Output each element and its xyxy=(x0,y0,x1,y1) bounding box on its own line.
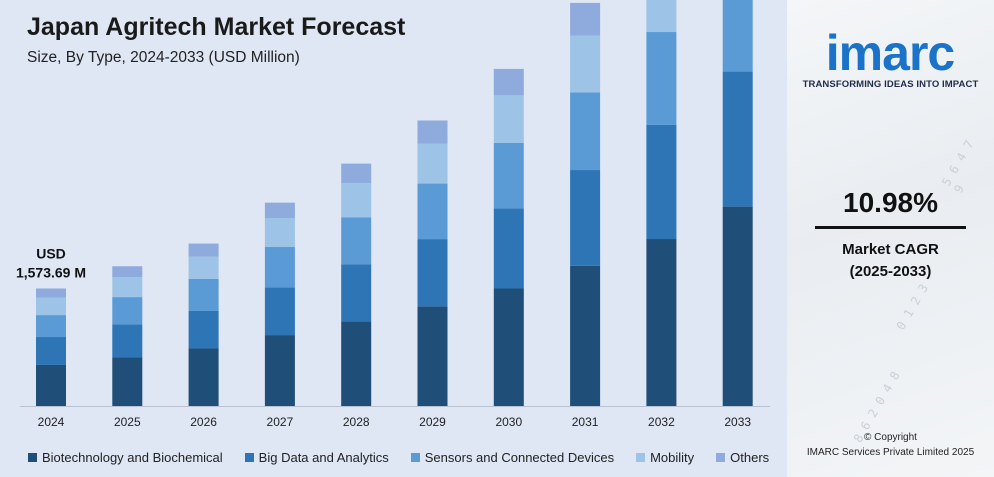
bar-segment-2032-3 xyxy=(646,0,677,33)
x-tick-label: 2027 xyxy=(267,415,294,429)
cagr-label-line1: Market CAGR xyxy=(842,241,939,258)
chart-legend: Biotechnology and Biochemical Big Data an… xyxy=(28,450,769,465)
total-label-value: 1,573.69 M xyxy=(16,265,86,281)
x-tick-label: 2029 xyxy=(419,415,446,429)
bar-segment-2025-4 xyxy=(112,266,143,278)
bar-segment-2028-4 xyxy=(341,163,372,184)
x-tick-label: 2024 xyxy=(38,415,65,429)
bar-segment-2033-1 xyxy=(722,71,753,207)
bar-segment-2025-2 xyxy=(112,297,143,325)
legend-label: Sensors and Connected Devices xyxy=(424,450,615,465)
bar-segment-2030-0 xyxy=(493,288,524,406)
bar-segment-2031-1 xyxy=(570,170,601,266)
legend-label: Others xyxy=(730,450,770,465)
legend-swatch xyxy=(636,453,646,462)
legend-item: Others xyxy=(716,450,769,465)
bar-segment-2030-3 xyxy=(493,95,524,143)
bar-segment-2024-0 xyxy=(36,364,66,406)
bar-segment-2026-2 xyxy=(188,278,219,311)
bar-segment-2029-2 xyxy=(417,183,448,240)
x-tick-label: 2028 xyxy=(343,415,370,429)
bar-segment-2031-3 xyxy=(570,35,601,93)
x-tick-label: 2033 xyxy=(724,415,751,429)
bar-segment-2032-0 xyxy=(646,239,677,406)
bar-segment-2028-3 xyxy=(341,183,372,218)
stacked-bar-plot: 2024 2025 2026 2027 2028 2029 2030 2031 2032 2033… xyxy=(16,0,770,429)
bar-segment-2027-0 xyxy=(264,335,295,406)
bar-segment-2032-2 xyxy=(646,32,677,125)
legend-item: Sensors and Connected Devices xyxy=(410,450,615,465)
background-decor-text: 0 1 2 3 xyxy=(893,281,931,333)
bar-segment-2029-1 xyxy=(417,239,448,307)
logo-tagline: TRANSFORMING IDEAS INTO IMPACT xyxy=(802,79,979,90)
legend-item: Big Data and Analytics xyxy=(244,450,389,465)
imarc-logo: imarc xyxy=(826,30,956,78)
legend-swatch xyxy=(28,453,37,462)
legend-swatch xyxy=(244,453,254,462)
bar-segment-2033-0 xyxy=(722,206,753,406)
cagr-divider xyxy=(815,226,966,229)
bar-segment-2024-4 xyxy=(36,288,66,298)
bar-segment-2030-2 xyxy=(493,142,524,209)
bar-segment-2027-3 xyxy=(264,218,295,248)
copyright-line1: © Copyright xyxy=(864,432,917,443)
bar-segment-2026-1 xyxy=(188,310,219,349)
bar-segment-2031-0 xyxy=(570,265,601,406)
x-tick-label: 2025 xyxy=(114,415,141,429)
copyright-line2: IMARC Services Private Limited 2025 xyxy=(806,447,975,458)
bar-segment-2027-1 xyxy=(264,287,295,336)
bar-segment-2027-2 xyxy=(264,247,295,288)
bar-segment-2025-0 xyxy=(112,357,143,406)
bar-segment-2024-2 xyxy=(36,315,66,338)
bar-segment-2033-2 xyxy=(722,0,753,72)
bar-segment-2030-4 xyxy=(493,68,524,96)
x-tick-label: 2032 xyxy=(648,415,675,429)
bar-segment-2029-4 xyxy=(417,120,448,144)
cagr-value: 10.98% xyxy=(843,187,938,218)
bar-segment-2030-1 xyxy=(493,208,524,289)
side-panel: 5 6 4 7 9 0 1 2 3 8 6 2 0 4 8 imarc TRAN… xyxy=(787,0,994,477)
legend-item: Mobility xyxy=(636,450,694,465)
bar-segment-2024-1 xyxy=(36,337,66,365)
bar-segment-2029-0 xyxy=(417,306,448,406)
bar-segment-2032-1 xyxy=(646,124,677,240)
x-tick-label: 2030 xyxy=(495,415,522,429)
bar-segment-2025-1 xyxy=(112,324,143,358)
bar-segment-2028-2 xyxy=(341,217,372,265)
bar-segment-2026-3 xyxy=(188,256,219,279)
bar-segment-2024-3 xyxy=(36,297,66,316)
bar-segment-2025-3 xyxy=(112,277,143,298)
legend-item: Biotechnology and Biochemical xyxy=(28,450,223,465)
bar-segment-2029-3 xyxy=(417,143,448,184)
legend-label: Big Data and Analytics xyxy=(258,450,389,465)
bar-segment-2026-4 xyxy=(188,243,219,257)
logo-wordmark: imarc xyxy=(826,30,955,78)
bar-segment-2031-2 xyxy=(570,92,601,171)
bar-segment-2028-1 xyxy=(341,264,372,322)
bar-segment-2027-4 xyxy=(264,202,295,219)
x-tick-label: 2031 xyxy=(572,415,599,429)
x-tick-label: 2026 xyxy=(190,415,217,429)
chart-subtitle: Size, By Type, 2024-2033 (USD Million) xyxy=(27,49,300,66)
chart-title: Japan Agritech Market Forecast xyxy=(27,13,406,41)
legend-label: Biotechnology and Biochemical xyxy=(42,450,223,465)
legend-swatch xyxy=(410,453,420,462)
bar-segment-2026-0 xyxy=(188,348,219,406)
copyright-notice: © Copyright IMARC Services Private Limit… xyxy=(787,430,994,460)
legend-label: Mobility xyxy=(650,450,695,465)
cagr-label: Market CAGR (2025-2033) xyxy=(787,239,994,283)
legend-swatch xyxy=(716,453,726,462)
chart-panel: Japan Agritech Market Forecast Size, By … xyxy=(0,0,787,477)
cagr-label-line2: (2025-2033) xyxy=(849,263,932,280)
total-label-currency: USD xyxy=(36,246,66,262)
bar-segment-2031-4 xyxy=(570,2,601,36)
bar-segment-2028-0 xyxy=(341,321,372,406)
